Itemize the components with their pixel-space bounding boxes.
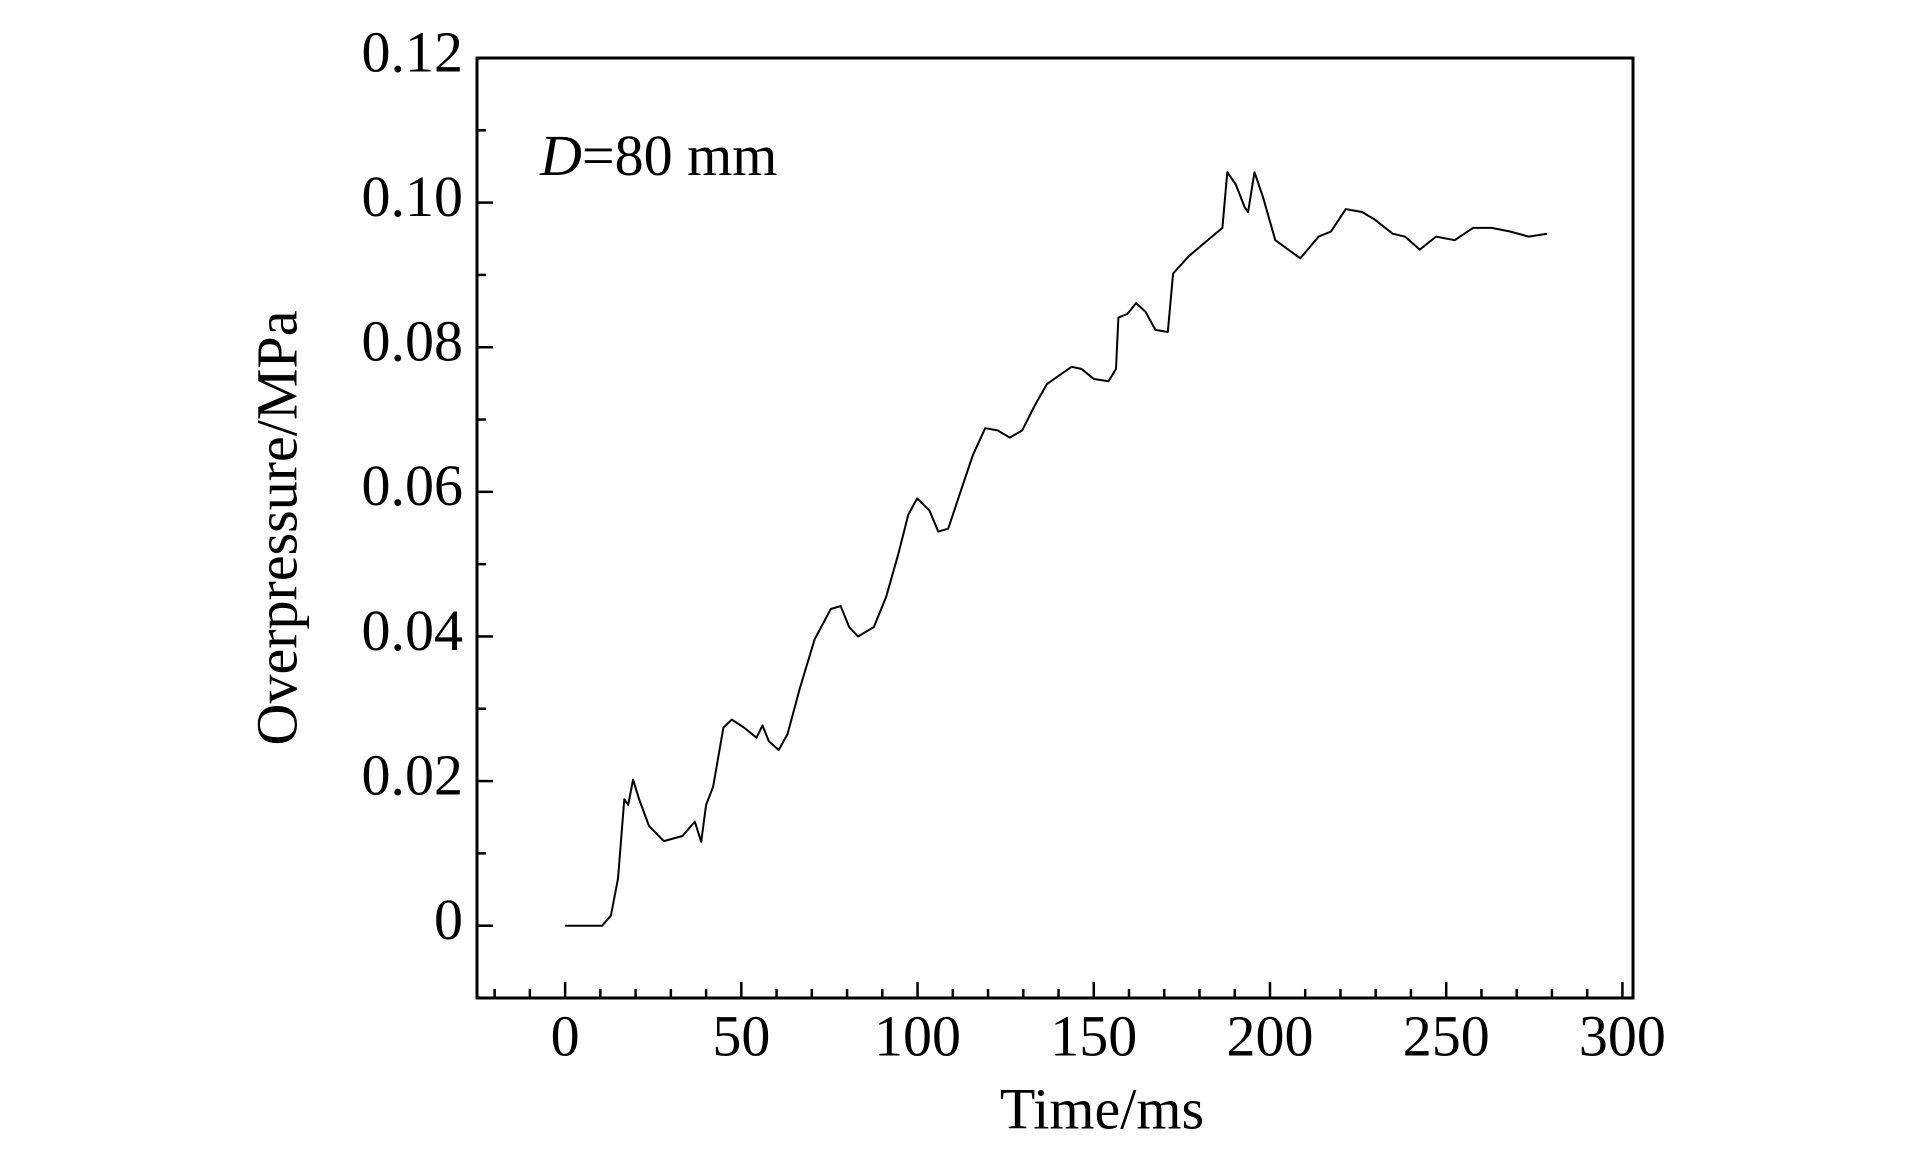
y-tick-label: 0.08: [362, 309, 464, 374]
y-tick-label: 0: [434, 887, 463, 952]
y-tick-label: 0.02: [362, 742, 464, 807]
x-tick-label: 50: [712, 1003, 770, 1068]
y-axis-label: Overpressure/MPa: [244, 311, 309, 746]
x-tick-label: 200: [1226, 1003, 1313, 1068]
y-tick-label: 0.12: [362, 19, 464, 84]
x-tick-label: 250: [1403, 1003, 1490, 1068]
annotation: D=80 mm: [539, 123, 777, 188]
x-tick-label: 150: [1050, 1003, 1137, 1068]
plot-frame: [475, 56, 1635, 1000]
annotation-variable: D: [539, 123, 582, 188]
y-tick-label: 0.10: [362, 164, 464, 229]
x-tick-label: 0: [551, 1003, 580, 1068]
x-tick-label: 300: [1579, 1003, 1666, 1068]
x-axis-label: Time/ms: [1000, 1076, 1204, 1141]
x-tick-label: 100: [874, 1003, 961, 1068]
data-line: [565, 171, 1548, 927]
annotation-text: =80 mm: [582, 123, 777, 188]
y-tick-label: 0.06: [362, 453, 464, 518]
y-tick-label: 0.04: [362, 598, 464, 663]
